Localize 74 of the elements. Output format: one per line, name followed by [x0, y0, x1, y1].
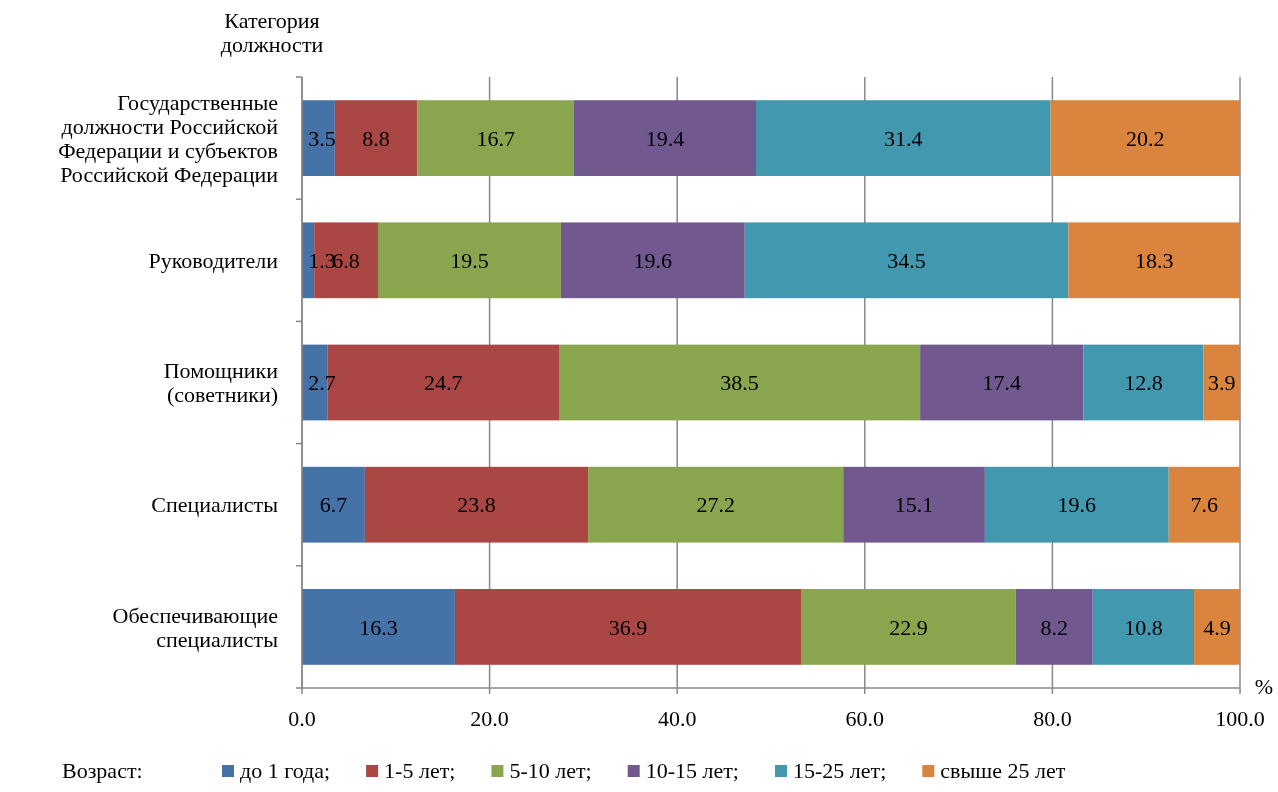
y-axis-title: Категория должности [220, 8, 324, 57]
x-tick-label: 80.0 [1033, 706, 1072, 731]
bar [755, 100, 1051, 176]
bar [417, 100, 575, 176]
x-tick-label: 60.0 [845, 706, 885, 731]
x-tick-label: 40.0 [657, 706, 697, 731]
legend-label: 15-25 лет; [792, 758, 887, 783]
data-label: 27.2 [696, 492, 735, 518]
data-label: 38.5 [720, 370, 759, 396]
bar [377, 222, 561, 299]
bar [588, 466, 844, 543]
y-tick-label: Обеспечивающие специалисты [112, 602, 279, 652]
bar [1015, 589, 1093, 665]
y-tick-label: Государственные должности Российской Федерации и субъектов Российской Федерации [58, 89, 279, 187]
y-tick-label: Руководители [148, 248, 279, 273]
bar [843, 466, 985, 543]
bar [574, 100, 756, 176]
data-label: 16.3 [359, 614, 398, 640]
data-label: 3.9 [1207, 370, 1236, 396]
bar [454, 589, 802, 665]
bar [364, 466, 589, 543]
data-label: 10.8 [1124, 614, 1163, 640]
legend-label: свыше 25 лет [940, 758, 1066, 783]
data-label: 19.6 [633, 248, 673, 273]
data-label: 12.8 [1124, 370, 1163, 396]
bar [984, 466, 1169, 543]
bar [1203, 344, 1240, 421]
data-label: 20.2 [1126, 125, 1165, 151]
legend-title: Возраст: [62, 758, 143, 783]
bar [302, 466, 365, 543]
legend-label: 10-15 лет; [645, 758, 739, 783]
bar [1092, 589, 1195, 665]
bar [1194, 589, 1240, 665]
data-label: 36.9 [608, 614, 648, 640]
data-label: 17.4 [982, 370, 1021, 396]
data-label: 6.7 [319, 492, 348, 518]
data-label: 3.5 [308, 125, 336, 151]
bar [559, 344, 921, 421]
x-tick-label: 100.0 [1215, 706, 1265, 731]
data-label: 24.7 [423, 370, 463, 396]
bar [560, 222, 745, 299]
data-label: 16.7 [476, 125, 515, 151]
bar [801, 589, 1016, 665]
data-label: 19.6 [1057, 492, 1097, 518]
y-tick-label: Специалисты [151, 492, 279, 518]
data-label: 7.6 [1190, 492, 1219, 518]
data-label: 23.8 [457, 492, 496, 518]
y-tick-label: Помощники (советники) [163, 358, 279, 408]
data-label: 34.5 [887, 248, 926, 273]
bar [1068, 222, 1240, 299]
data-label: 22.9 [889, 614, 928, 640]
data-label: 19.4 [645, 125, 685, 151]
legend-label: 1-5 лет; [384, 758, 456, 783]
data-label: 4.9 [1203, 614, 1231, 640]
data-label: 18.3 [1134, 248, 1174, 273]
data-label: 19.5 [450, 248, 489, 273]
bar [744, 222, 1069, 299]
bar [302, 589, 455, 665]
bar [334, 100, 418, 176]
x-axis-title: % [1254, 674, 1274, 699]
data-label: 6.8 [332, 248, 360, 273]
legend-label: до 1 года; [240, 758, 331, 783]
data-label: 31.4 [884, 125, 923, 151]
data-label: 8.8 [362, 125, 390, 151]
data-label: 15.1 [894, 492, 934, 518]
data-label: 8.2 [1040, 614, 1069, 640]
bar [920, 344, 1084, 421]
bar [1083, 344, 1204, 421]
bar [1050, 100, 1240, 176]
x-tick-label: 0.0 [288, 706, 316, 731]
bar [1168, 466, 1240, 543]
legend-label: 5-10 лет; [509, 758, 592, 783]
x-tick-label: 20.0 [470, 706, 509, 731]
bar [302, 100, 335, 176]
